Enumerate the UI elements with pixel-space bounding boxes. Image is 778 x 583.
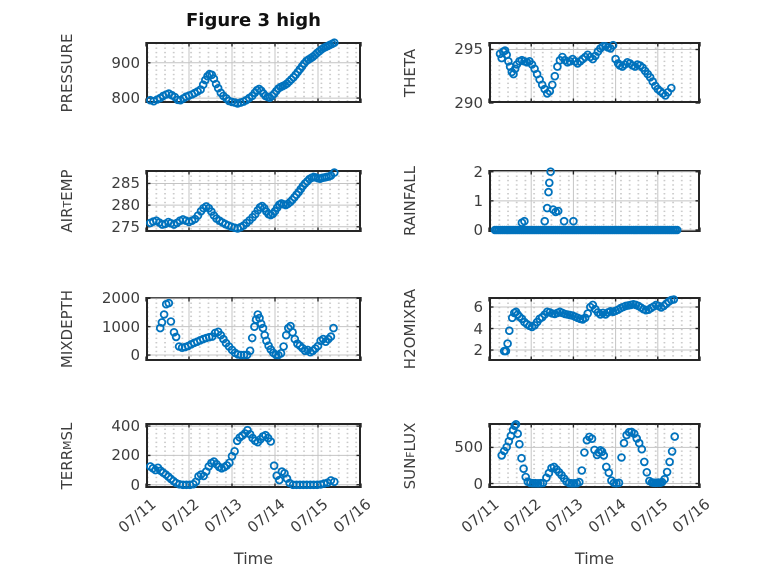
scatter-series-h2omixra bbox=[499, 295, 679, 356]
subplot-pressure-canvas bbox=[145, 38, 362, 108]
x-axis-label: Time bbox=[574, 549, 615, 568]
scatter-series-theta bbox=[495, 40, 676, 100]
scatter-series-pressure bbox=[145, 38, 339, 108]
y-axis-label-part: M bbox=[60, 440, 74, 450]
y-axis-label-part: THETA bbox=[401, 48, 419, 97]
figure-title: Figure 3 high bbox=[186, 10, 321, 31]
y-tick-label: 6 bbox=[473, 298, 483, 316]
y-axis-label-terr-msl: TERR M SL bbox=[55, 356, 79, 556]
subplot-terr-msl-canvas bbox=[145, 423, 362, 490]
y-tick-label: 2 bbox=[473, 162, 483, 181]
y-tick-label: 280 bbox=[111, 196, 140, 215]
y-axis-label-part: F bbox=[403, 450, 417, 458]
subplot-h2omixra-canvas bbox=[488, 295, 701, 361]
y-tick-label: 500 bbox=[454, 438, 483, 457]
y-tick-label: 285 bbox=[111, 174, 140, 193]
scatter-series-sun-flux bbox=[497, 419, 680, 488]
y-tick-label: 800 bbox=[111, 89, 140, 108]
scatter-series-rainfall bbox=[490, 167, 682, 235]
subplot-rainfall-canvas bbox=[488, 167, 701, 235]
y-tick-label: 2000 bbox=[101, 289, 140, 308]
y-tick-label: 0 bbox=[473, 474, 483, 493]
scatter-series-air-temp bbox=[145, 168, 339, 233]
x-axis-label: Time bbox=[233, 549, 274, 568]
y-tick-label: 200 bbox=[111, 446, 140, 465]
y-tick-label: 1000 bbox=[101, 317, 140, 336]
y-tick-label: 295 bbox=[454, 40, 483, 59]
y-tick-label: 1 bbox=[473, 191, 483, 210]
y-axis-label-part: SUN bbox=[401, 457, 419, 489]
y-axis-label-part: SL bbox=[58, 422, 76, 441]
y-axis-label-part: EMP bbox=[58, 169, 76, 201]
y-tick-label: 275 bbox=[111, 217, 140, 236]
scatter-series-mixdepth bbox=[155, 298, 338, 360]
y-tick-label: 2 bbox=[473, 341, 483, 360]
subplot-theta-canvas bbox=[488, 40, 701, 104]
y-axis-label-part: TERR bbox=[58, 449, 76, 489]
y-tick-label: 900 bbox=[111, 53, 140, 72]
y-tick-label: 290 bbox=[454, 94, 483, 112]
y-tick-label: 0 bbox=[130, 346, 140, 365]
subplot-mixdepth-canvas bbox=[145, 297, 362, 361]
y-axis-label-part: T bbox=[60, 200, 74, 208]
y-tick-label: 4 bbox=[473, 319, 483, 338]
subplot-sun-flux-canvas bbox=[488, 419, 701, 488]
y-tick-label: 0 bbox=[130, 475, 140, 494]
scatter-series-terr-msl bbox=[145, 425, 339, 490]
y-axis-label-sun-flux: SUN F LUX bbox=[398, 356, 422, 556]
subplot-air-temp-canvas bbox=[145, 168, 362, 233]
y-tick-label: 0 bbox=[473, 220, 483, 239]
y-axis-label-part: LUX bbox=[401, 422, 419, 451]
y-tick-label: 400 bbox=[111, 417, 140, 436]
y-axis-label-part: RAINFALL bbox=[401, 166, 419, 236]
